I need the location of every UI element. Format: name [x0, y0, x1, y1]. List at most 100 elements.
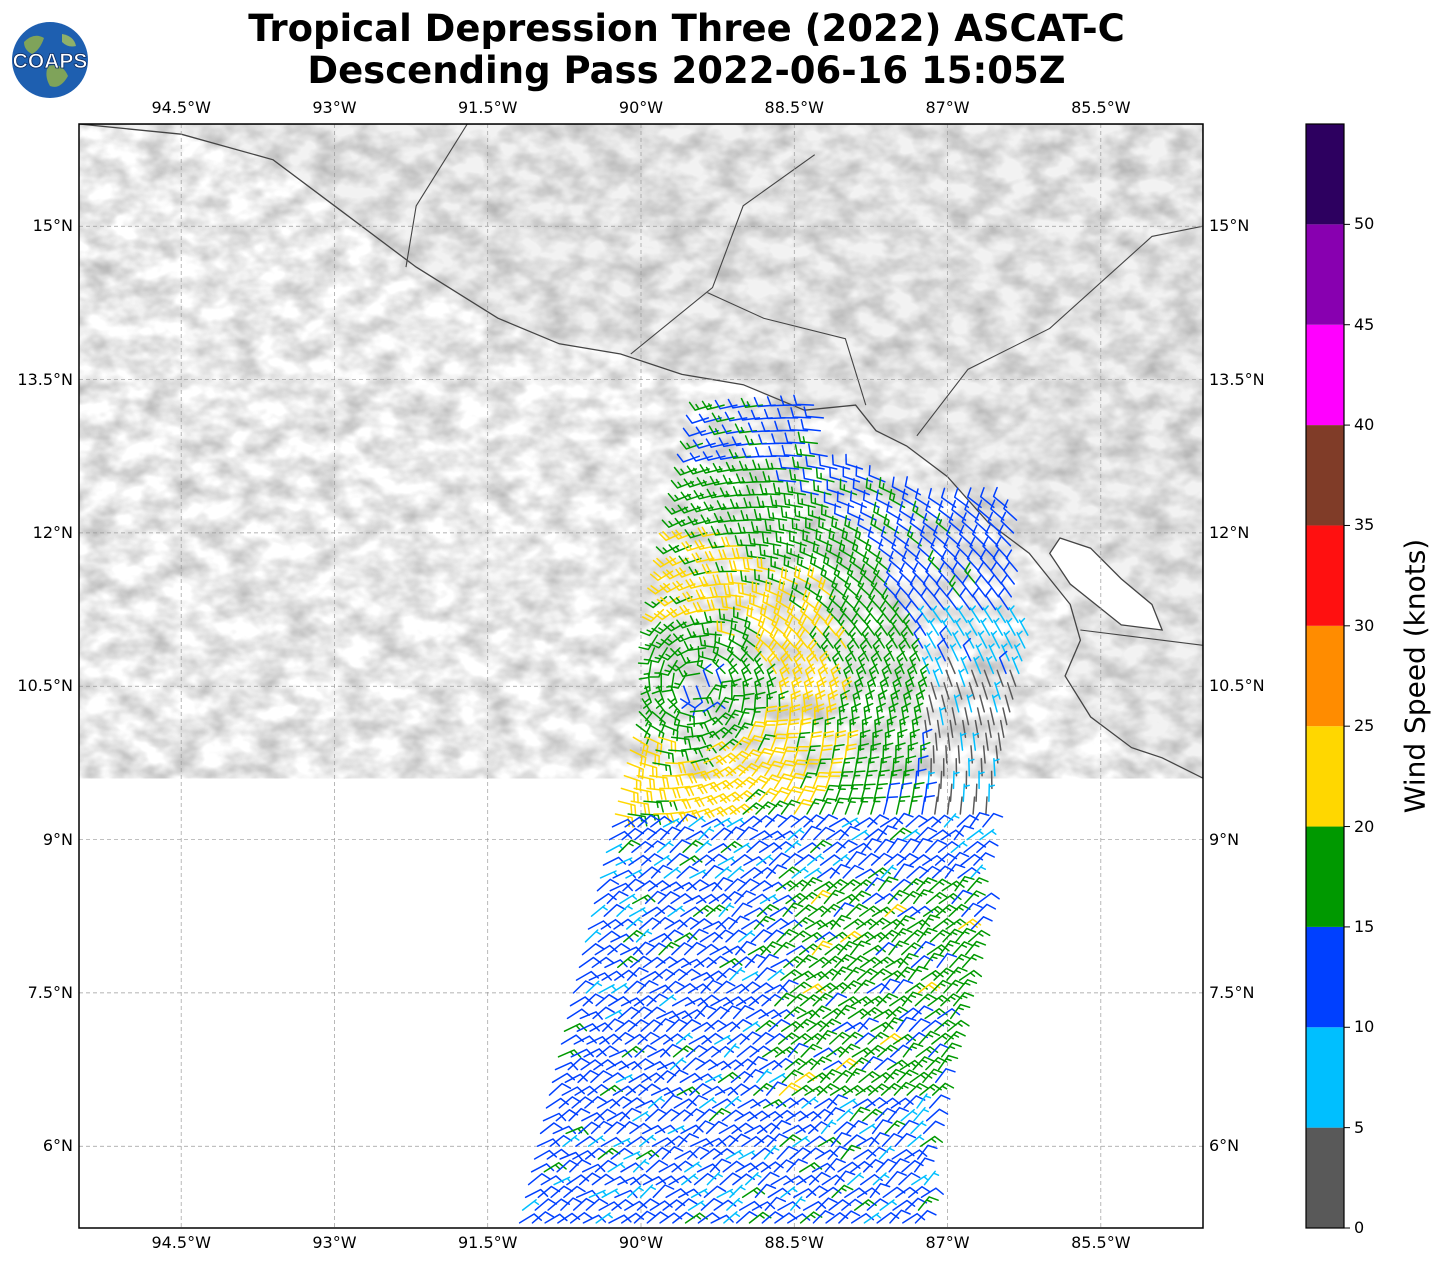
wind-barb [1014, 643, 1023, 662]
wind-barb [840, 980, 863, 994]
wind-barb [952, 630, 962, 649]
wind-barb [943, 537, 958, 560]
wind-barb [650, 815, 673, 828]
wind-barb [786, 542, 804, 560]
wind-barb [738, 1200, 763, 1211]
wind-barb [790, 690, 801, 713]
wind-barb [790, 1196, 806, 1211]
wind-barb [635, 723, 651, 745]
wind-barb [683, 640, 707, 651]
wind-barb [802, 690, 814, 713]
wind-barb [678, 555, 702, 565]
wind-barb [908, 795, 923, 815]
wind-barb [669, 839, 692, 854]
wind-barb [749, 830, 773, 841]
wind-barb [767, 747, 786, 764]
wind-barb [838, 1043, 861, 1058]
wind-barb [677, 667, 701, 678]
wind-barb [832, 854, 850, 866]
colorbar-bin [1306, 1027, 1344, 1128]
wind-barb [702, 920, 727, 930]
wind-barb [757, 734, 776, 751]
wind-barb [810, 889, 833, 905]
wind-barb [888, 940, 910, 956]
wind-barb [898, 952, 919, 969]
wind-barb [683, 941, 707, 956]
wind-barb [888, 702, 899, 726]
wind-barb [803, 814, 826, 828]
wind-barb [917, 1196, 939, 1211]
wind-barb [894, 587, 907, 611]
wind-barb [649, 1200, 673, 1211]
wind-barb [679, 604, 703, 616]
wind-barb [900, 1108, 918, 1122]
wind-barb [685, 578, 709, 589]
wind-barb [734, 535, 756, 547]
wind-barb [855, 663, 865, 687]
wind-barb [733, 606, 751, 624]
wind-barb [723, 826, 746, 841]
wind-barb [809, 625, 822, 649]
wind-barb [587, 920, 612, 930]
wind-barb [599, 1033, 623, 1045]
wind-barb [874, 1057, 897, 1071]
wind-barb [689, 452, 713, 462]
wind-barb [796, 785, 816, 802]
wind-barb [795, 954, 818, 969]
wind-barb [742, 627, 758, 649]
wind-barb [978, 770, 985, 790]
wind-barb [690, 1188, 709, 1199]
wind-barb [829, 863, 851, 879]
wind-barb [859, 1123, 877, 1135]
wind-barb [747, 721, 766, 739]
wind-barb [666, 1069, 689, 1084]
wind-barb [802, 529, 820, 547]
wind-barb [915, 612, 927, 636]
wind-barb [740, 639, 755, 662]
wind-barb [913, 889, 934, 905]
wind-barb [856, 1136, 880, 1147]
wind-barb [689, 1083, 712, 1096]
wind-barb [705, 438, 729, 448]
wind-barb [849, 490, 867, 509]
wind-barb [999, 719, 1005, 739]
wind-barb [704, 853, 728, 866]
wind-barb [934, 1068, 956, 1084]
wind-barb [998, 587, 1010, 611]
wind-barb [671, 529, 695, 540]
wind-barb [896, 575, 910, 598]
wind-barb [914, 550, 929, 572]
wind-barb [916, 927, 938, 943]
wind-barb [767, 968, 785, 981]
wind-barb [838, 1210, 861, 1224]
wind-barb [913, 1106, 929, 1122]
wind-barb [596, 878, 620, 892]
wind-barb [846, 563, 862, 585]
wind-barb [927, 770, 935, 790]
wind-barb [759, 1060, 783, 1071]
wind-barb [937, 1054, 959, 1071]
wind-barb [738, 930, 756, 943]
wind-barb [708, 893, 732, 905]
wind-barb [653, 855, 672, 866]
wind-barb [703, 501, 727, 512]
wind-barb [773, 719, 789, 739]
wind-barb [781, 1069, 804, 1084]
wind-barb [733, 1058, 757, 1071]
wind-barb [827, 689, 839, 713]
wind-barb [874, 625, 886, 649]
wind-barb [672, 826, 695, 841]
wind-barb [938, 707, 946, 726]
wind-barb [896, 852, 919, 866]
wind-barb [940, 549, 955, 572]
wind-barb [945, 669, 953, 687]
colorbar-bin [1306, 826, 1344, 927]
wind-barb [647, 1095, 665, 1109]
wind-barb [986, 655, 995, 675]
wind-barb [656, 840, 674, 854]
wind-barb [693, 490, 717, 500]
wind-barb [734, 890, 756, 905]
wind-barb [979, 694, 986, 713]
wind-barb [579, 1011, 603, 1020]
wind-barb [638, 634, 659, 651]
